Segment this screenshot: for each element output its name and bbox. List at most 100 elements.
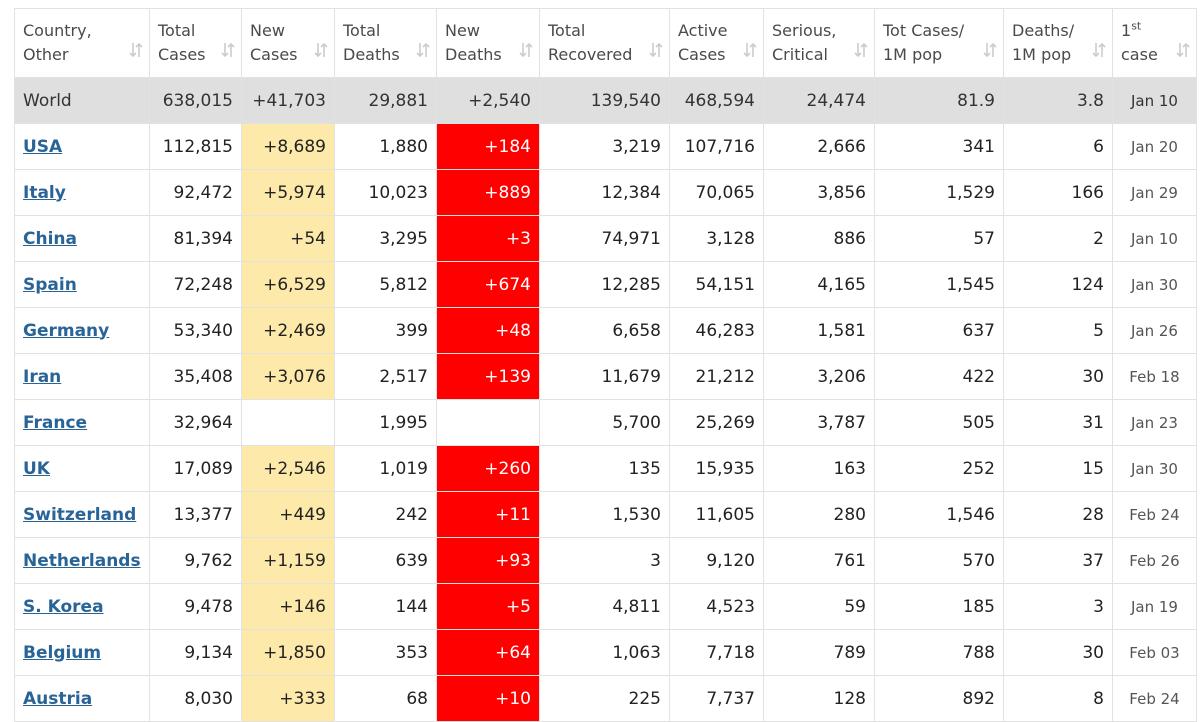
sort-icon[interactable] (129, 41, 143, 65)
header-line: New (250, 21, 285, 40)
column-header[interactable]: Total Recovered (539, 8, 670, 78)
sort-icon[interactable] (1092, 41, 1106, 65)
cell-text: Jan 30 (1131, 459, 1178, 478)
cell: 31 (1003, 399, 1113, 446)
cell-text: 9,134 (184, 642, 233, 663)
cell: 399 (334, 307, 437, 354)
country-link[interactable]: Iran (23, 366, 62, 387)
country-link[interactable]: Netherlands (23, 550, 141, 571)
cell-text: 1,546 (946, 504, 995, 525)
cell: 353 (334, 629, 437, 676)
cell: +1,159 (241, 537, 335, 584)
column-header[interactable]: Total Deaths (334, 8, 437, 78)
column-header[interactable]: New Cases (241, 8, 335, 78)
cell-text: 761 (833, 550, 866, 571)
header-line: 1M pop (883, 45, 943, 64)
cell-text: Jan 26 (1131, 321, 1178, 340)
cell: 3.8 (1003, 77, 1113, 124)
cell-text: +1,850 (263, 642, 326, 663)
sort-icon[interactable] (1176, 41, 1190, 65)
country-link[interactable]: Germany (23, 320, 110, 341)
cell-text: 166 (1071, 182, 1104, 203)
cell: +5 (436, 583, 540, 630)
column-header[interactable]: Deaths/1M pop (1003, 8, 1113, 78)
cell: Spain (14, 261, 150, 308)
cell: 892 (874, 675, 1004, 722)
cell: 3,128 (669, 215, 764, 262)
column-header[interactable]: 1st case (1112, 8, 1197, 78)
country-link[interactable]: Switzerland (23, 504, 137, 525)
sort-icon[interactable] (519, 41, 533, 65)
cell-text: +10 (495, 688, 531, 709)
sort-icon[interactable] (649, 41, 663, 65)
country-link[interactable]: France (23, 412, 88, 433)
cell: 9,478 (149, 583, 242, 630)
cell: 70,065 (669, 169, 764, 216)
cell: Belgium (14, 629, 150, 676)
cell-text: 139,540 (590, 90, 661, 111)
cell-text: 81,394 (173, 228, 233, 249)
cell: +6,529 (241, 261, 335, 308)
sort-icon[interactable] (416, 41, 430, 65)
column-header[interactable]: New Deaths (436, 8, 540, 78)
cell-text: 3,295 (379, 228, 428, 249)
column-header[interactable]: Active Cases (669, 8, 764, 78)
cell-text: 3,128 (706, 228, 755, 249)
cell: 1,063 (539, 629, 670, 676)
cell: 761 (763, 537, 875, 584)
country-link[interactable]: Austria (23, 688, 93, 709)
cell-text: Jan 29 (1131, 183, 1178, 202)
cell: 3,295 (334, 215, 437, 262)
cell-text: 1,529 (946, 182, 995, 203)
cell: 46,283 (669, 307, 764, 354)
cell-text: 3.8 (1076, 90, 1104, 111)
cell-text: 107,716 (684, 136, 755, 157)
cell: 6,658 (539, 307, 670, 354)
cell: 30 (1003, 629, 1113, 676)
country-link[interactable]: S. Korea (23, 596, 104, 617)
cell: Feb 03 (1112, 629, 1197, 676)
country-link[interactable]: Italy (23, 182, 66, 203)
cell: +48 (436, 307, 540, 354)
country-row: Germany 53,340 +2,469 399 +48 6,658 46,283 1,58… (14, 307, 1197, 354)
column-header[interactable]: Total Cases (149, 8, 242, 78)
sort-icon[interactable] (221, 41, 235, 65)
cell-text: 185 (962, 596, 995, 617)
country-link[interactable]: China (23, 228, 77, 249)
header-line: Cases (678, 45, 726, 64)
sort-icon[interactable] (983, 41, 997, 65)
country-link[interactable]: UK (23, 458, 50, 479)
cell: Feb 26 (1112, 537, 1197, 584)
cell-text: Feb 26 (1129, 551, 1180, 570)
column-header[interactable]: Tot Cases/1M pop (874, 8, 1004, 78)
cell-text: 54,151 (695, 274, 755, 295)
country-link[interactable]: Spain (23, 274, 77, 295)
country-link[interactable]: Belgium (23, 642, 102, 663)
cell: 422 (874, 353, 1004, 400)
cell-text: 112,815 (162, 136, 233, 157)
header-line: 1M pop (1012, 45, 1072, 64)
cell: 59 (763, 583, 875, 630)
cell: World (14, 77, 150, 124)
cell: UK (14, 445, 150, 492)
column-header[interactable]: Country, Other (14, 8, 150, 78)
cell-text: 53,340 (173, 320, 233, 341)
cell-text: 225 (628, 688, 661, 709)
country-link[interactable]: USA (23, 136, 63, 157)
cell-text: 2 (1093, 228, 1104, 249)
cell-text: 59 (844, 596, 866, 617)
cell-text: 1,019 (379, 458, 428, 479)
sort-icon[interactable] (854, 41, 868, 65)
column-header[interactable]: Serious, Critical (763, 8, 875, 78)
country-row: China 81,394 +54 3,295 +3 74,971 3,128 886 57 2 Ja… (14, 215, 1197, 262)
cell-text: 144 (395, 596, 428, 617)
cell-text: 242 (395, 504, 428, 525)
country-row: Netherlands 9,762 +1,159 639 +93 3 9,120 761 570… (14, 537, 1197, 584)
sort-icon[interactable] (743, 41, 757, 65)
cell-text: 35,408 (173, 366, 233, 387)
cell: 57 (874, 215, 1004, 262)
cell-text: Jan 10 (1131, 229, 1178, 248)
cell: Jan 10 (1112, 215, 1197, 262)
sort-icon[interactable] (314, 41, 328, 65)
cell: 25,269 (669, 399, 764, 446)
